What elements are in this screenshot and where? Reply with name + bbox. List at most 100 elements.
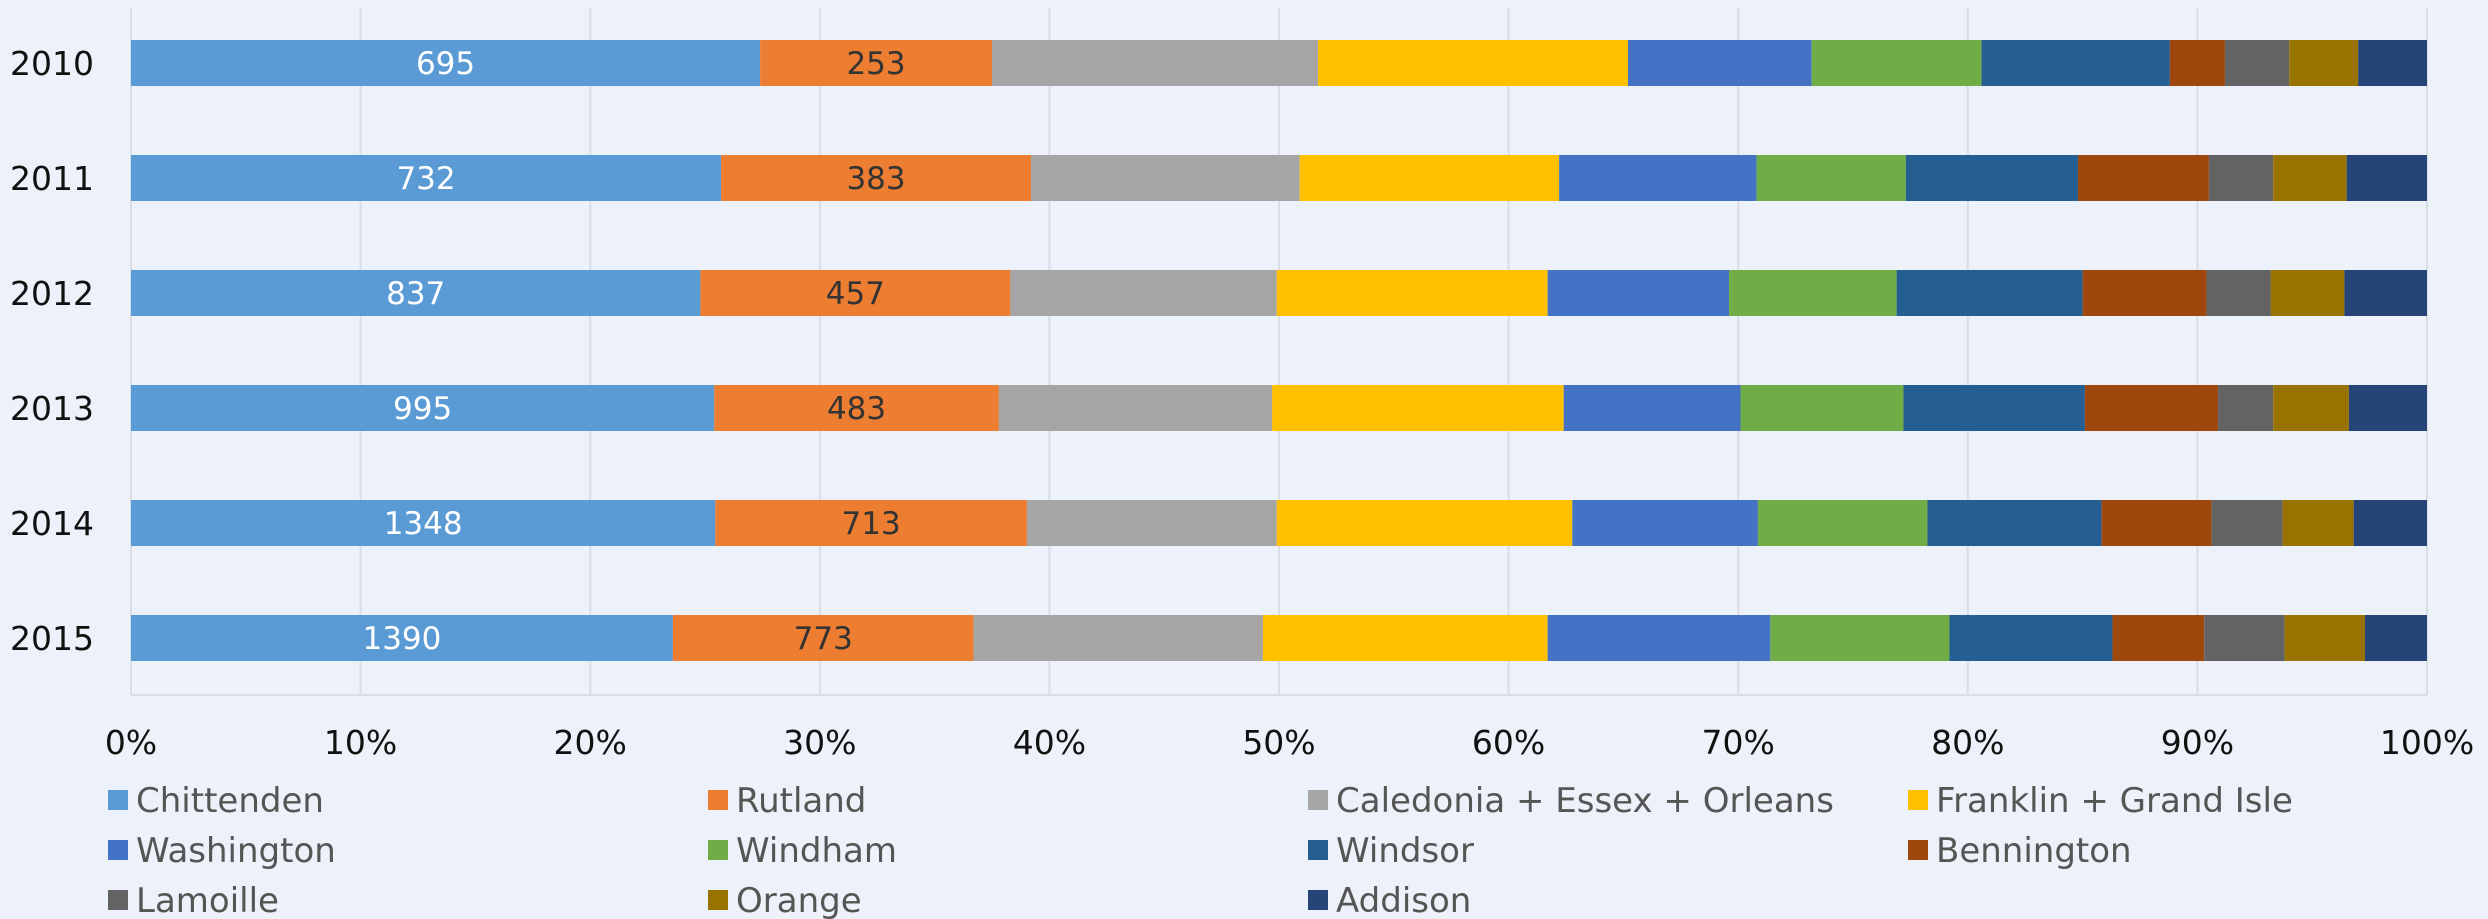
data-label: 483	[827, 391, 886, 427]
legend-label: Lamoille	[136, 881, 279, 919]
bar-segment	[1903, 385, 2085, 431]
bar-segment	[2365, 615, 2427, 661]
legend-item: Bennington	[1908, 831, 2132, 871]
legend-label: Rutland	[736, 781, 866, 821]
x-axis: 0% 10% 20% 30% 40% 50% 60% 70% 80% 90% 100%	[105, 694, 2474, 762]
bar-segment	[1276, 500, 1573, 546]
bar-segment	[2101, 500, 2212, 546]
legend-label: Chittenden	[136, 781, 324, 821]
legend-swatch	[708, 890, 728, 910]
legend-item: Washington	[108, 831, 336, 871]
x-tick-label: 10%	[324, 723, 397, 762]
legend-label: Caledonia + Essex + Orleans	[1336, 781, 1834, 821]
bar-segment	[973, 615, 1263, 661]
bar-segment	[131, 500, 716, 546]
legend-item: Franklin + Grand Isle	[1908, 781, 2293, 821]
bar-segment	[131, 40, 761, 86]
legend-item: Chittenden	[108, 781, 324, 821]
bar-segment	[2282, 500, 2354, 546]
bar-segment	[1547, 615, 1771, 661]
bar-segment	[1729, 270, 1897, 316]
y-tick-label: 2011	[10, 159, 94, 198]
bar-segment	[2084, 385, 2219, 431]
bar-segment	[998, 385, 1273, 431]
bar-segment	[2078, 155, 2209, 201]
bar-segment	[1757, 500, 1928, 546]
bar-segment	[131, 385, 715, 431]
bar-segment	[2289, 40, 2359, 86]
bar-segment	[1756, 155, 1906, 201]
bar-segment	[2206, 270, 2271, 316]
bar-segment	[2344, 270, 2427, 316]
bar-segment	[2218, 385, 2274, 431]
bar-segment	[1770, 615, 1950, 661]
x-tick-label: 100%	[2380, 723, 2474, 762]
bar-segment	[1981, 40, 2170, 86]
bar-segment	[1026, 500, 1277, 546]
x-tick-label: 50%	[1242, 723, 1315, 762]
bar-segment	[1572, 500, 1758, 546]
legend-item: Rutland	[708, 781, 866, 821]
bar-segment	[1905, 155, 2079, 201]
y-tick-label: 2012	[10, 274, 94, 313]
data-label: 773	[794, 621, 853, 657]
data-label: 695	[416, 46, 475, 82]
y-tick-label: 2010	[10, 44, 94, 83]
bar-segment	[131, 615, 673, 661]
legend-swatch	[1308, 890, 1328, 910]
bar-segment	[2353, 500, 2427, 546]
legend-item: Windham	[708, 831, 897, 871]
bar-segment	[2270, 270, 2345, 316]
bar-segment	[715, 500, 1027, 546]
data-labels: 695 253 732 383 837 457 995 483 1348 713 1390 773	[362, 46, 905, 657]
legend-label: Windham	[736, 831, 897, 871]
x-tick-label: 70%	[1702, 723, 1775, 762]
legend-swatch	[108, 790, 128, 810]
legend-label: Windsor	[1336, 831, 1474, 871]
bar-segment	[2224, 40, 2290, 86]
bar-segment	[1559, 155, 1757, 201]
x-tick-label: 60%	[1472, 723, 1545, 762]
bar-segment	[672, 615, 974, 661]
data-label: 383	[846, 161, 905, 197]
legend: Chittenden Rutland Caledonia + Essex + Orl…	[108, 781, 2293, 919]
data-label: 1390	[362, 621, 441, 657]
bar-segment	[2273, 155, 2347, 201]
bar-segment	[1031, 155, 1300, 201]
bar-segment	[131, 155, 722, 201]
legend-item: Windsor	[1308, 831, 1474, 871]
gridlines	[130, 8, 2428, 695]
bars	[131, 40, 2427, 661]
bar-segment	[1811, 40, 1982, 86]
bar-segment	[2204, 615, 2285, 661]
legend-item: Lamoille	[108, 881, 279, 919]
bar-segment	[2082, 270, 2207, 316]
bar-segment	[2273, 385, 2349, 431]
bar-segment	[2169, 40, 2225, 86]
legend-swatch	[108, 840, 128, 860]
legend-item: Orange	[708, 881, 862, 919]
bar-segment	[1627, 40, 1812, 86]
bar-segment	[2208, 155, 2274, 201]
bar-segment	[2211, 500, 2283, 546]
data-label: 837	[386, 276, 445, 312]
data-label: 995	[393, 391, 452, 427]
data-label: 1348	[384, 506, 463, 542]
bar-segment	[760, 40, 992, 86]
data-label: 457	[826, 276, 885, 312]
bar-segment	[700, 270, 1011, 316]
bar-segment	[2346, 155, 2427, 201]
legend-swatch	[1908, 790, 1928, 810]
bar-segment	[1949, 615, 2113, 661]
bar-segment	[2358, 40, 2427, 86]
legend-label: Washington	[136, 831, 336, 871]
data-label: 732	[396, 161, 455, 197]
x-tick-label: 90%	[2161, 723, 2234, 762]
bar-segment	[1896, 270, 2083, 316]
bar-segment	[1262, 615, 1548, 661]
bar-segment	[2112, 615, 2205, 661]
bar-segment	[992, 40, 1319, 86]
bar-segment	[2284, 615, 2366, 661]
bar-segment	[1563, 385, 1741, 431]
